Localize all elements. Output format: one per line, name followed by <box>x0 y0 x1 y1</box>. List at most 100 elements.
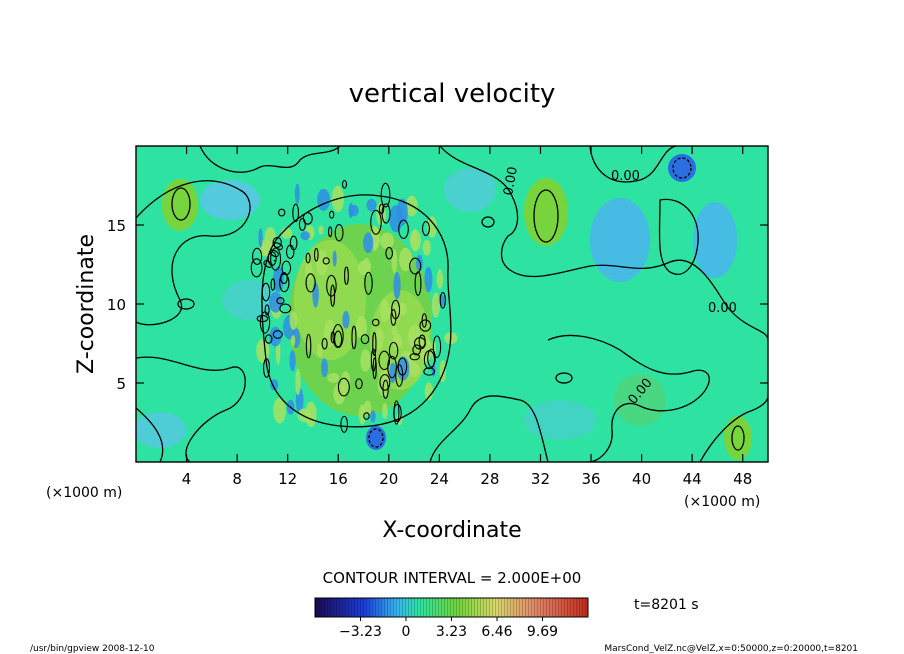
turbulent-contour <box>439 292 446 309</box>
turbulent-cell <box>415 254 423 272</box>
positive-patch <box>724 416 752 460</box>
negative-patch <box>524 400 596 440</box>
turbulent-contour <box>267 251 277 267</box>
turbulent-contour <box>270 278 276 291</box>
turbulent-contour <box>272 236 282 249</box>
negative-patch <box>590 198 650 282</box>
negative-patch <box>222 280 278 320</box>
turbulent-contour <box>285 244 295 259</box>
turbulent-contour <box>363 412 370 420</box>
turbulent-contour <box>328 210 335 219</box>
y-axis-label: Z-coordinate <box>74 234 99 374</box>
colorbar-stripes <box>315 598 588 617</box>
turbulent-cell <box>317 343 323 358</box>
turbulent-cell <box>374 327 384 350</box>
contour-line <box>481 216 495 228</box>
turbulent-contour <box>413 336 426 350</box>
contour-line <box>136 180 251 326</box>
colorbar-ticks: −3.23 0 3.23 6.46 9.69 <box>339 617 558 640</box>
x-tick-label: 36 <box>581 470 600 488</box>
turbulent-cell <box>393 271 401 300</box>
turbulent-contour <box>370 209 382 235</box>
turbulent-cell <box>289 311 298 330</box>
colorbar-tick-label: 0 <box>402 624 411 640</box>
turbulent-contour <box>341 179 348 189</box>
contour-line <box>731 425 745 451</box>
turbulent-cell <box>424 382 434 401</box>
turbulent-contour <box>427 348 436 368</box>
turbulent-contour <box>322 257 330 265</box>
turbulent-contour <box>364 271 373 295</box>
turbulent-contour <box>292 203 300 223</box>
turbulent-contour <box>409 353 420 361</box>
turbulent-contours <box>250 179 446 433</box>
chart-title: vertical velocity <box>349 79 556 109</box>
negative-patch <box>668 154 696 182</box>
turbulent-contour <box>332 323 344 349</box>
contour-line <box>658 198 699 275</box>
turbulent-contour <box>321 337 328 350</box>
contour-line <box>199 146 341 173</box>
plot-field <box>136 146 768 462</box>
contour-line <box>547 334 710 462</box>
turbulent-contour <box>397 357 408 376</box>
turbulent-cell <box>379 298 390 323</box>
x-axis-ticks: 4 8 12 16 20 24 28 32 36 40 44 48 <box>182 146 752 488</box>
turbulent-contour <box>340 415 349 433</box>
turbulent-cell <box>427 216 437 238</box>
x-tick-label: 8 <box>232 470 242 488</box>
turbulent-cell <box>297 408 312 422</box>
turbulent-cell <box>424 266 433 293</box>
turbulent-cell <box>408 324 421 349</box>
positive-patch <box>614 374 666 426</box>
turbulent-cell <box>316 249 329 276</box>
turbulent-contour <box>351 325 357 350</box>
negative-patch <box>693 202 737 278</box>
turbulent-contour <box>380 182 391 208</box>
turbulent-contour <box>330 331 336 344</box>
contour-label: 0.00 <box>708 301 737 316</box>
turbulent-cell <box>318 225 324 235</box>
turbulent-contour <box>423 367 436 376</box>
y-tick-label: 5 <box>116 375 126 393</box>
contour-line <box>672 157 692 179</box>
turbulent-cell <box>273 397 287 424</box>
turbulent-contour <box>370 348 377 372</box>
negative-patch <box>444 168 496 212</box>
turbulent-contour <box>264 304 270 316</box>
turbulent-cell <box>361 258 371 276</box>
turbulent-contour <box>263 358 271 378</box>
turbulent-cell <box>431 292 441 318</box>
turbulent-cell <box>305 261 313 281</box>
turbulent-cell <box>391 248 398 274</box>
contour-line <box>429 395 549 462</box>
turbulent-contour <box>313 247 319 262</box>
turbulent-cell <box>391 326 398 336</box>
turbulent-cell <box>327 372 340 384</box>
turbulent-cell <box>270 379 279 391</box>
turbulent-contour <box>385 246 393 260</box>
x-tick-label: 40 <box>632 470 651 488</box>
x-tick-label: 20 <box>379 470 398 488</box>
turbulent-cell <box>342 311 350 329</box>
turbulent-cell <box>272 266 284 293</box>
x-tick-label: 28 <box>480 470 499 488</box>
turbulent-contour <box>279 273 290 293</box>
turbulent-cell <box>258 228 263 248</box>
turbulent-cell <box>356 315 368 339</box>
turbulent-cell <box>348 202 354 219</box>
x-tick-label: 44 <box>683 470 702 488</box>
turbulent-contour <box>344 266 349 285</box>
x-tick-label: 16 <box>329 470 348 488</box>
y-tick-label: 10 <box>107 296 126 314</box>
turbulent-cell <box>281 227 293 239</box>
colorbar-tick-label: −3.23 <box>339 624 382 640</box>
turbulent-cell <box>409 363 421 378</box>
negative-patch <box>200 180 260 220</box>
turbulent-contour <box>250 258 263 278</box>
x-axis-label: X-coordinate <box>382 518 521 543</box>
turbulent-contour <box>278 208 286 217</box>
contour-line <box>177 298 195 310</box>
turbulent-contour <box>261 282 271 302</box>
x-tick-label: 12 <box>278 470 297 488</box>
